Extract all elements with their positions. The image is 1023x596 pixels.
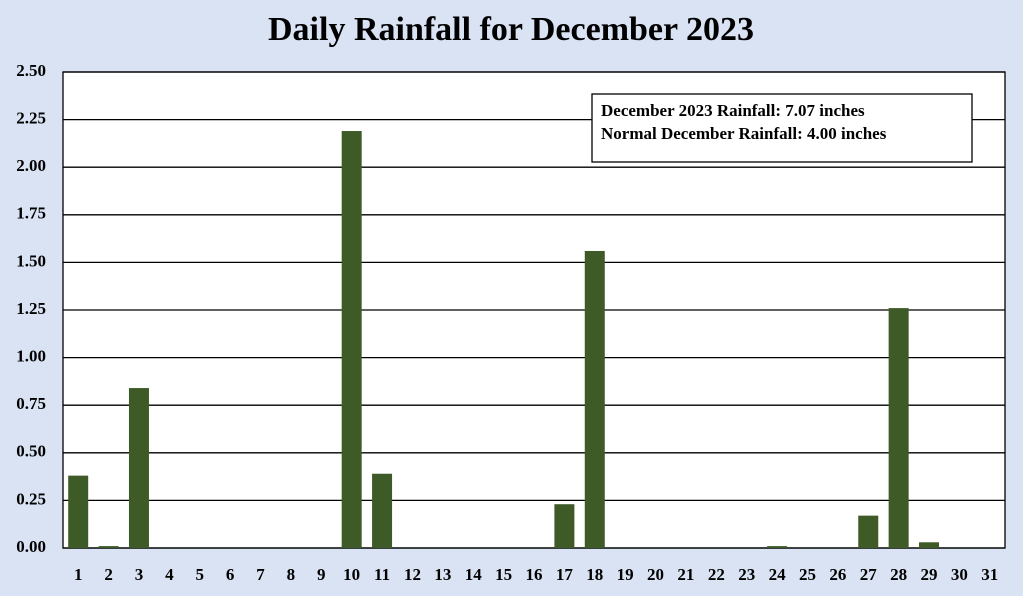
bar (888, 308, 909, 548)
x-tick-label: 17 (556, 565, 574, 584)
x-tick-label: 6 (226, 565, 235, 584)
y-tick-label: 2.00 (16, 156, 46, 175)
x-tick-label: 9 (317, 565, 326, 584)
bar (767, 546, 788, 548)
x-tick-label: 8 (287, 565, 296, 584)
y-tick-label: 2.50 (16, 61, 46, 80)
x-tick-label: 4 (165, 565, 174, 584)
bar (372, 473, 393, 548)
y-tick-label: 0.50 (16, 442, 46, 461)
bar (98, 546, 119, 548)
x-tick-label: 29 (921, 565, 938, 584)
bar (128, 388, 149, 548)
y-tick-label: 1.00 (16, 347, 46, 366)
x-tick-label: 13 (434, 565, 451, 584)
y-tick-label: 1.25 (16, 299, 46, 318)
x-tick-label: 7 (256, 565, 265, 584)
x-tick-label: 5 (195, 565, 204, 584)
x-tick-label: 15 (495, 565, 512, 584)
x-tick-label: 31 (981, 565, 998, 584)
bar (554, 504, 575, 548)
x-tick-label: 11 (374, 565, 390, 584)
x-tick-label: 12 (404, 565, 421, 584)
y-tick-label: 2.25 (16, 109, 46, 128)
chart-title: Daily Rainfall for December 2023 (268, 11, 754, 48)
y-tick-label: 0.75 (16, 394, 46, 413)
x-tick-label: 27 (860, 565, 878, 584)
bar (341, 131, 362, 549)
y-tick-label: 1.75 (16, 204, 46, 223)
x-tick-label: 28 (890, 565, 907, 584)
x-tick-label: 14 (465, 565, 483, 584)
y-tick-label: 1.50 (16, 251, 46, 270)
y-tick-label: 0.25 (16, 489, 46, 508)
y-tick-label: 0.00 (16, 537, 46, 556)
bar (68, 475, 89, 548)
x-tick-label: 23 (738, 565, 755, 584)
x-tick-label: 18 (586, 565, 603, 584)
x-tick-label: 19 (617, 565, 634, 584)
x-tick-label: 30 (951, 565, 968, 584)
x-tick-label: 16 (526, 565, 543, 584)
x-tick-label: 3 (135, 565, 144, 584)
x-tick-label: 10 (343, 565, 360, 584)
x-tick-label: 2 (104, 565, 113, 584)
x-tick-label: 1 (74, 565, 83, 584)
x-tick-label: 20 (647, 565, 664, 584)
x-tick-label: 26 (829, 565, 846, 584)
x-tick-label: 24 (769, 565, 787, 584)
x-tick-label: 21 (677, 565, 694, 584)
annotation: December 2023 Rainfall: 7.07 inches (601, 101, 865, 120)
x-tick-label: 25 (799, 565, 816, 584)
annotation: Normal December Rainfall: 4.00 inches (601, 124, 887, 143)
bar (919, 542, 940, 548)
annotation-box (591, 93, 973, 163)
bar (584, 250, 605, 548)
x-tick-label: 22 (708, 565, 725, 584)
bar (858, 515, 879, 548)
